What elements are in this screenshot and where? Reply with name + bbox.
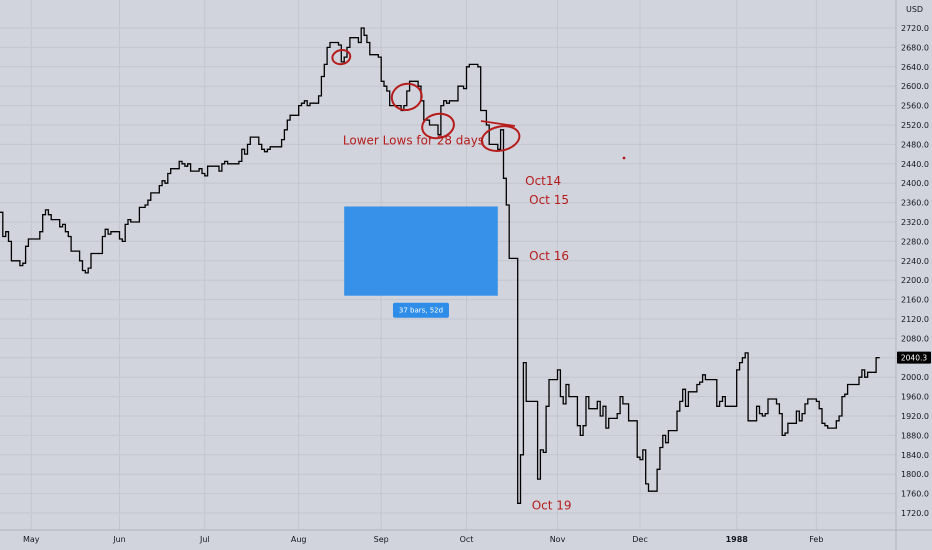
date-range-tag [392, 302, 449, 318]
circled-low [331, 49, 352, 66]
y-tick-label: 2360.0 [901, 199, 929, 208]
y-tick-label: 1840.0 [901, 451, 929, 460]
y-tick-label: 1960.0 [901, 393, 929, 402]
annotation-text: Oct 15 [529, 193, 569, 207]
x-tick-label: Oct [460, 535, 474, 544]
x-tick-label: May [23, 535, 40, 544]
y-tick-label: 2600.0 [901, 82, 929, 91]
x-tick-label: Feb [809, 535, 823, 544]
y-tick-label: 1760.0 [901, 490, 929, 499]
annotation-text: Oct 19 [532, 499, 572, 513]
x-tick-label: Aug [291, 535, 307, 544]
y-tick-label: 1800.0 [901, 470, 929, 479]
circled-lows [331, 49, 521, 152]
x-tick-label: 1988 [726, 535, 749, 544]
last-price-badge [897, 351, 931, 364]
last-price-label: 2040.3 [901, 354, 927, 363]
circled-low [480, 125, 521, 152]
annotations: Lower Lows for 28 days Oct14 Oct 15 Oct 16 O… [343, 134, 572, 513]
y-tick-label: 2120.0 [901, 315, 929, 324]
y-tick-label: 1920.0 [901, 412, 929, 421]
y-tick-label: 2240.0 [901, 257, 929, 266]
series-layer [0, 27, 880, 504]
y-tick-label: 2560.0 [901, 102, 929, 111]
y-tick-label: 2400.0 [901, 179, 929, 188]
annotation-text: Oct14 [525, 174, 561, 188]
y-tick-label: 1880.0 [901, 431, 929, 440]
y-tick-label: 2160.0 [901, 296, 929, 305]
currency-label: USD [906, 5, 923, 14]
y-tick-label: 2520.0 [901, 121, 929, 130]
y-tick-label: 2080.0 [901, 334, 929, 343]
date-range-measure[interactable]: 37 bars, 52d [344, 206, 498, 318]
y-tick-label: 2640.0 [901, 63, 929, 72]
x-tick-label: Nov [550, 535, 566, 544]
y-tick-label: 2720.0 [901, 24, 929, 33]
price-axis: USD 2720.0 2680.0 2640.0 2600.0 2560.0 2520.0… [895, 0, 929, 550]
y-tick-label: 2000.0 [901, 373, 929, 382]
price-step-line [0, 27, 880, 504]
date-range-box[interactable] [344, 206, 498, 296]
last-price-marker: 2040.3 [897, 351, 931, 364]
y-tick-label: 1720.0 [901, 509, 929, 518]
y-tick-label: 2440.0 [901, 160, 929, 169]
y-tick-label: 2680.0 [901, 43, 929, 52]
red-pointer-line [480, 120, 516, 127]
x-tick-label: Jul [199, 535, 210, 544]
x-tick-label: Jun [112, 535, 126, 544]
y-tick-label: 2200.0 [901, 276, 929, 285]
x-tick-label: Sep [374, 535, 389, 544]
circled-low [390, 82, 423, 111]
x-tick-label: Dec [632, 535, 647, 544]
annotation-text: Oct 16 [529, 249, 569, 263]
y-tick-label: 2280.0 [901, 237, 929, 246]
circled-low [421, 112, 455, 140]
y-tick-label: 2480.0 [901, 140, 929, 149]
annotation-text: Lower Lows for 28 days [343, 134, 484, 148]
y-tick-label: 2320.0 [901, 218, 929, 227]
date-range-label: 37 bars, 52d [399, 307, 443, 315]
time-axis: May Jun Jul Aug Sep Oct Nov Dec 1988 Feb [0, 529, 932, 544]
red-dot [622, 156, 626, 160]
